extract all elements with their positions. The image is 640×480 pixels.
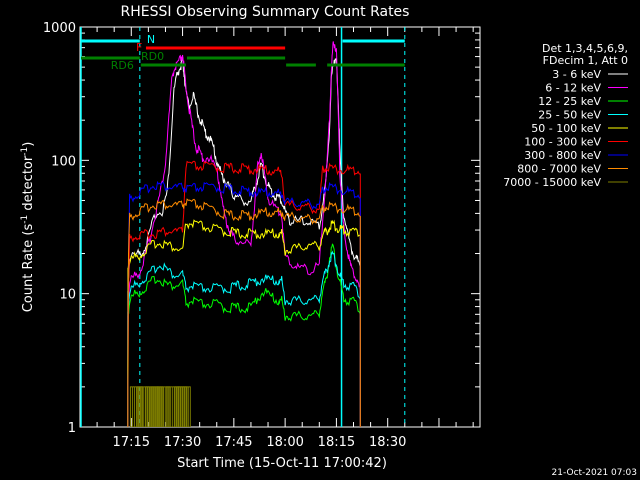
flag-label-rd0: RD0 (141, 50, 164, 63)
x-tick-label: 17:15 (113, 435, 150, 450)
y-tick-label: 1 (68, 421, 76, 436)
flag-label-f: F (136, 41, 142, 54)
x-tick-label: 18:30 (369, 435, 406, 450)
legend-entry: 6 - 12 keV (545, 82, 601, 95)
y-axis-label: Count Rate (s-1 detector-1) (20, 142, 36, 313)
legend-entry: 3 - 6 keV (552, 68, 601, 81)
series-25-50-kev (127, 250, 361, 427)
y-tick-label: 1000 (43, 21, 76, 36)
legend-entry: 800 - 7000 keV (517, 163, 601, 176)
date-stamp: 21-Oct-2021 07:03 (552, 468, 637, 478)
x-axis-label: Start Time (15-Oct-11 17:00:42) (177, 456, 387, 471)
y-tick-label: 10 (59, 288, 76, 303)
legend-entry: 12 - 25 keV (538, 95, 601, 108)
legend-entry: 100 - 300 keV (524, 136, 601, 149)
series-800-7000-kev (127, 198, 361, 427)
legend-entry: 7000 - 15000 keV (503, 176, 601, 189)
series-12-25-kev (127, 243, 361, 427)
plot-frame (79, 26, 481, 428)
x-tick-label: 17:30 (164, 435, 201, 450)
legend-entry: 300 - 800 keV (524, 149, 601, 162)
legend-entry: 25 - 50 keV (538, 109, 601, 122)
flag-label-n: N (147, 33, 155, 46)
x-tick-label: 18:00 (266, 435, 303, 450)
series-300-800-kev (127, 180, 361, 427)
legend-header: Det 1,3,4,5,6,9, (542, 42, 628, 55)
series-100-300-kev (127, 160, 361, 427)
y-tick-label: 100 (51, 154, 76, 169)
x-tick-label: 17:45 (215, 435, 252, 450)
x-tick-label: 18:15 (318, 435, 355, 450)
legend-header: FDecim 1, Att 0 (543, 54, 628, 67)
flag-label-rd6: RD6 (111, 59, 134, 72)
series-50-100-kev (127, 219, 361, 427)
series-6-12-kev (127, 41, 361, 427)
legend-entry: 50 - 100 keV (531, 122, 601, 135)
chart-title: RHESSI Observing Summary Count Rates (121, 4, 410, 20)
